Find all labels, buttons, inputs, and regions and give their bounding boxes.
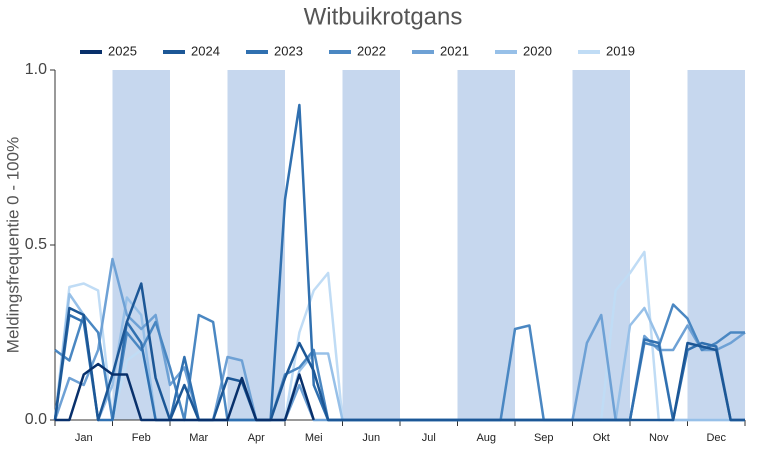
legend-label: 2019 [606, 43, 635, 58]
legend-label: 2024 [191, 43, 220, 58]
legend-label: 2020 [523, 43, 552, 58]
x-tick-label: Okt [593, 432, 610, 444]
x-tick-label: Feb [132, 432, 151, 444]
legend-label: 2025 [108, 43, 137, 58]
y-tick-label: 0.0 [25, 411, 47, 428]
legend-label: 2021 [440, 43, 469, 58]
y-tick-label: 1.0 [25, 61, 47, 78]
legend-label: 2023 [274, 43, 303, 58]
x-tick-label: Dec [706, 432, 726, 444]
month-band [572, 70, 630, 420]
x-tick-label: Mar [189, 432, 208, 444]
x-tick-label: Aug [476, 432, 496, 444]
x-tick-label: Jul [422, 432, 436, 444]
chart-title: Witbuikrotgans [304, 3, 463, 30]
x-tick-label: Nov [649, 432, 669, 444]
x-tick-label: Sep [534, 432, 554, 444]
x-tick-label: Jun [362, 432, 380, 444]
x-tick-label: Mei [305, 432, 323, 444]
legend-label: 2022 [357, 43, 386, 58]
x-tick-label: Apr [248, 432, 265, 444]
y-tick-label: 0.5 [25, 236, 47, 253]
month-band [687, 70, 745, 420]
month-band [227, 70, 285, 420]
month-band [342, 70, 400, 420]
series-line [55, 362, 315, 422]
month-band [457, 70, 515, 420]
y-axis-label: Meldingsfrequentie 0 - 100% [3, 137, 22, 353]
x-tick-label: Jan [75, 432, 93, 444]
